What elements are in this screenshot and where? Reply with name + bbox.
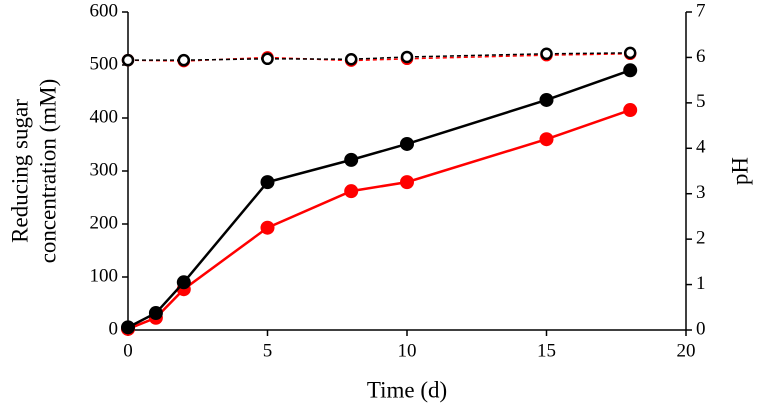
y2-tick-label: 2 bbox=[696, 228, 706, 249]
y-tick-label: 400 bbox=[90, 106, 119, 127]
point bbox=[344, 52, 358, 66]
y-tick-label: 200 bbox=[90, 212, 119, 233]
point bbox=[176, 275, 191, 290]
x-tick-label: 5 bbox=[263, 340, 273, 361]
point bbox=[344, 184, 359, 199]
y-axis-label: concentration (mM) bbox=[35, 79, 60, 264]
point bbox=[623, 63, 638, 78]
y2-tick-label: 6 bbox=[696, 46, 706, 67]
x-tick-label: 20 bbox=[677, 340, 696, 361]
x-axis-label: Time (d) bbox=[367, 377, 447, 402]
point bbox=[260, 175, 275, 190]
x-tick-label: 10 bbox=[398, 340, 417, 361]
point bbox=[400, 175, 414, 190]
y2-tick-label: 0 bbox=[696, 318, 706, 339]
point bbox=[177, 53, 191, 67]
y2-tick-label: 1 bbox=[696, 273, 706, 294]
y-tick-label: 600 bbox=[90, 0, 119, 21]
y2-tick-label: 5 bbox=[696, 91, 706, 112]
series-line bbox=[127, 69, 631, 329]
y-tick-label: 500 bbox=[90, 53, 119, 74]
series-line bbox=[127, 53, 631, 62]
y-tick-label: 300 bbox=[90, 159, 119, 180]
y-axis-label: Reducing sugar bbox=[7, 99, 32, 243]
point bbox=[400, 136, 414, 151]
series-line bbox=[127, 108, 631, 331]
y2-axis-label: pH bbox=[727, 157, 752, 185]
point bbox=[623, 46, 637, 60]
point bbox=[540, 47, 553, 61]
point bbox=[261, 52, 274, 66]
x-tick-label: 0 bbox=[123, 340, 133, 361]
point bbox=[148, 306, 163, 321]
x-tick-label: 15 bbox=[537, 340, 556, 361]
point bbox=[623, 103, 638, 118]
point bbox=[400, 50, 414, 64]
y2-tick-label: 7 bbox=[696, 0, 706, 21]
point bbox=[539, 92, 554, 107]
point bbox=[539, 132, 554, 147]
y-tick-label: 0 bbox=[109, 318, 119, 339]
series-line bbox=[128, 52, 631, 61]
y-tick-label: 100 bbox=[90, 265, 119, 286]
point bbox=[344, 152, 359, 167]
point bbox=[121, 53, 135, 67]
point bbox=[121, 320, 135, 335]
y2-tick-label: 4 bbox=[696, 137, 706, 158]
point bbox=[260, 220, 275, 235]
y2-tick-label: 3 bbox=[696, 182, 706, 203]
